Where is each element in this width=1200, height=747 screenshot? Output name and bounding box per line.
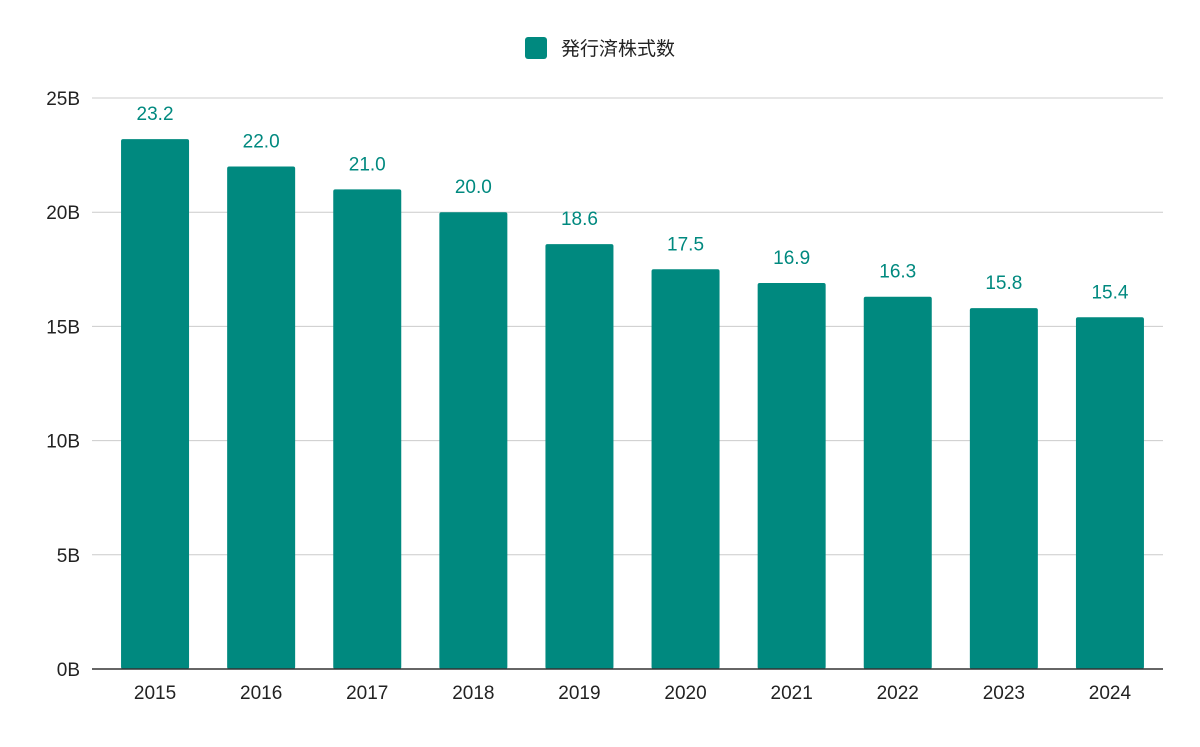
bar-2020	[651, 269, 720, 669]
y-tick-label: 15B	[46, 317, 80, 338]
bar-2016	[227, 166, 296, 669]
y-tick-label: 10B	[46, 432, 80, 453]
bar-2021	[757, 283, 826, 669]
bar-2022	[863, 296, 932, 669]
bar-2023	[969, 308, 1038, 669]
data-label-2015: 23.2	[137, 104, 174, 125]
data-label-2019: 18.6	[561, 209, 598, 230]
bar-2019	[545, 244, 614, 669]
x-tick-label-2020: 2020	[664, 683, 706, 704]
y-tick-label: 5B	[57, 546, 80, 567]
data-labels: 23.2 22.0 21.0 20.0 18.6 17.5 16.9 16.3 15.8 15.4	[137, 104, 1129, 303]
bar-2018	[439, 212, 508, 669]
data-label-2017: 21.0	[349, 154, 386, 175]
x-tick-label-2021: 2021	[771, 683, 813, 704]
x-tick-label-2019: 2019	[558, 683, 600, 704]
legend-swatch	[524, 36, 547, 59]
x-tick-label-2017: 2017	[346, 683, 388, 704]
bar-2015	[121, 139, 190, 669]
y-tick-label: 0B	[57, 660, 80, 681]
y-tick-label: 20B	[46, 203, 80, 224]
x-tick-label-2015: 2015	[134, 683, 176, 704]
axes: 0B 5B 10B 15B 20B 25B 2015 2016 2017 2018 2019 2020…	[46, 89, 1163, 704]
bar-2017	[333, 189, 402, 670]
data-label-2023: 15.8	[985, 273, 1022, 294]
data-label-2016: 22.0	[243, 132, 280, 153]
data-label-2022: 16.3	[879, 262, 916, 283]
data-label-2018: 20.0	[455, 177, 492, 198]
x-tick-label-2023: 2023	[983, 683, 1025, 704]
bar-2024	[1075, 317, 1144, 669]
data-label-2020: 17.5	[667, 234, 704, 255]
bars	[121, 139, 1144, 670]
legend-label-shares-outstanding: 発行済株式数	[560, 38, 675, 60]
x-tick-label-2018: 2018	[452, 683, 494, 704]
data-label-2021: 16.9	[773, 248, 810, 269]
data-label-2024: 15.4	[1091, 282, 1128, 303]
x-tick-label-2024: 2024	[1089, 683, 1132, 704]
legend: 発行済株式数	[0, 34, 1200, 61]
x-tick-label-2016: 2016	[240, 683, 282, 704]
y-tick-label: 25B	[46, 89, 80, 110]
x-tick-label-2022: 2022	[877, 683, 919, 704]
